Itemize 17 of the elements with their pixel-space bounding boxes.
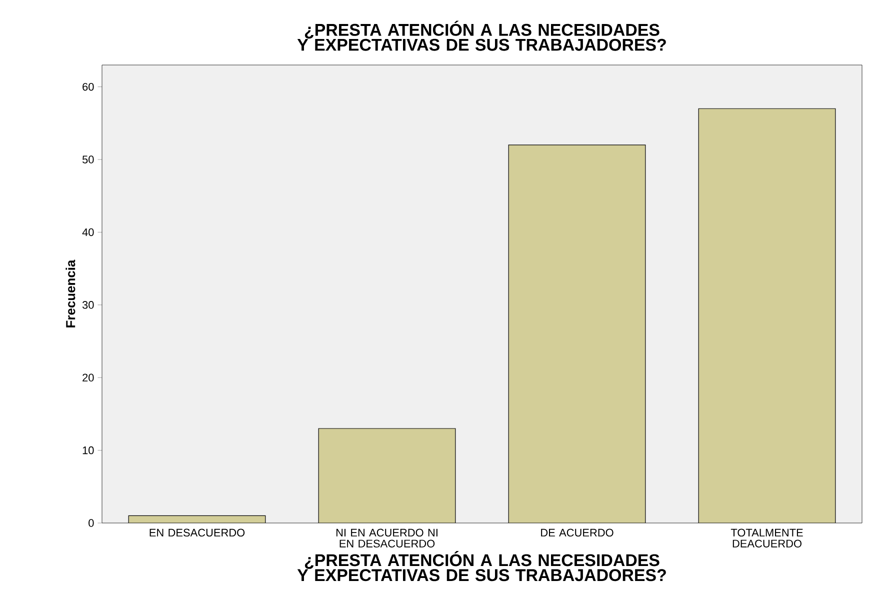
bar bbox=[318, 428, 456, 523]
x-tick-label: TOTALMENTE DEACUERDO bbox=[730, 528, 803, 548]
y-axis-title: Frecuencia bbox=[66, 260, 76, 328]
y-tick-label: 10 bbox=[82, 446, 94, 454]
x-tick-label: EN DESACUERDO bbox=[150, 528, 245, 537]
bar bbox=[698, 108, 836, 523]
y-tick-label: 0 bbox=[88, 519, 94, 527]
x-axis-title: ¿PRESTA ATENCIÓN A LAS NECESIDADES Y EXPECTATIVAS DE SUS TRABAJADORES? bbox=[297, 551, 666, 582]
bar bbox=[508, 144, 646, 523]
y-tick-label: 20 bbox=[82, 374, 94, 382]
x-tick-label: NI EN ACUERDO NI EN DESACUERDO bbox=[336, 528, 438, 548]
y-tick-label: 40 bbox=[82, 228, 94, 236]
y-tick-label: 30 bbox=[82, 301, 94, 309]
chart-title: ¿PRESTA ATENCIÓN A LAS NECESIDADES Y EXPECTATIVAS DE SUS TRABAJADORES? bbox=[297, 20, 666, 51]
y-tick-label: 50 bbox=[82, 156, 94, 164]
y-tick-label: 60 bbox=[82, 82, 94, 91]
x-tick-label: DE ACUERDO bbox=[541, 528, 614, 537]
